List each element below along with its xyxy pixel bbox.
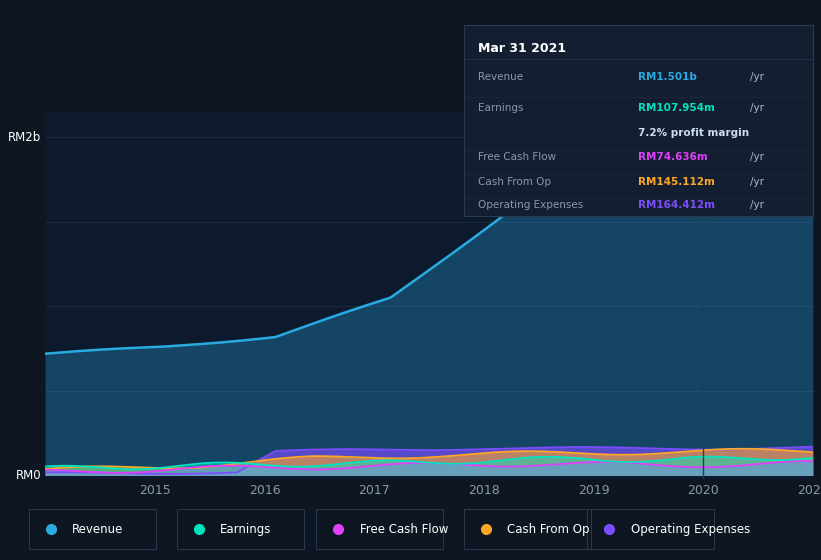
Text: /yr: /yr xyxy=(750,177,764,187)
Text: RM2b: RM2b xyxy=(8,131,41,144)
Text: RM1.501b: RM1.501b xyxy=(639,72,697,82)
Text: Cash From Op: Cash From Op xyxy=(507,522,589,536)
Text: RM164.412m: RM164.412m xyxy=(639,200,715,210)
Text: RM145.112m: RM145.112m xyxy=(639,177,715,187)
Text: Revenue: Revenue xyxy=(478,72,523,82)
Text: RM74.636m: RM74.636m xyxy=(639,152,708,162)
Text: /yr: /yr xyxy=(750,72,764,82)
Text: Operating Expenses: Operating Expenses xyxy=(478,200,583,210)
Text: /yr: /yr xyxy=(750,200,764,210)
Text: 7.2% profit margin: 7.2% profit margin xyxy=(639,128,750,138)
Text: Free Cash Flow: Free Cash Flow xyxy=(478,152,556,162)
Text: /yr: /yr xyxy=(750,152,764,162)
Text: /yr: /yr xyxy=(750,103,764,113)
Text: RM0: RM0 xyxy=(16,469,41,482)
Text: Revenue: Revenue xyxy=(72,522,124,536)
Text: Earnings: Earnings xyxy=(478,103,523,113)
Text: Mar 31 2021: Mar 31 2021 xyxy=(478,43,566,55)
Text: Free Cash Flow: Free Cash Flow xyxy=(360,522,448,536)
Text: Cash From Op: Cash From Op xyxy=(478,177,551,187)
Text: Earnings: Earnings xyxy=(220,522,272,536)
Text: RM107.954m: RM107.954m xyxy=(639,103,715,113)
Text: Operating Expenses: Operating Expenses xyxy=(631,522,750,536)
